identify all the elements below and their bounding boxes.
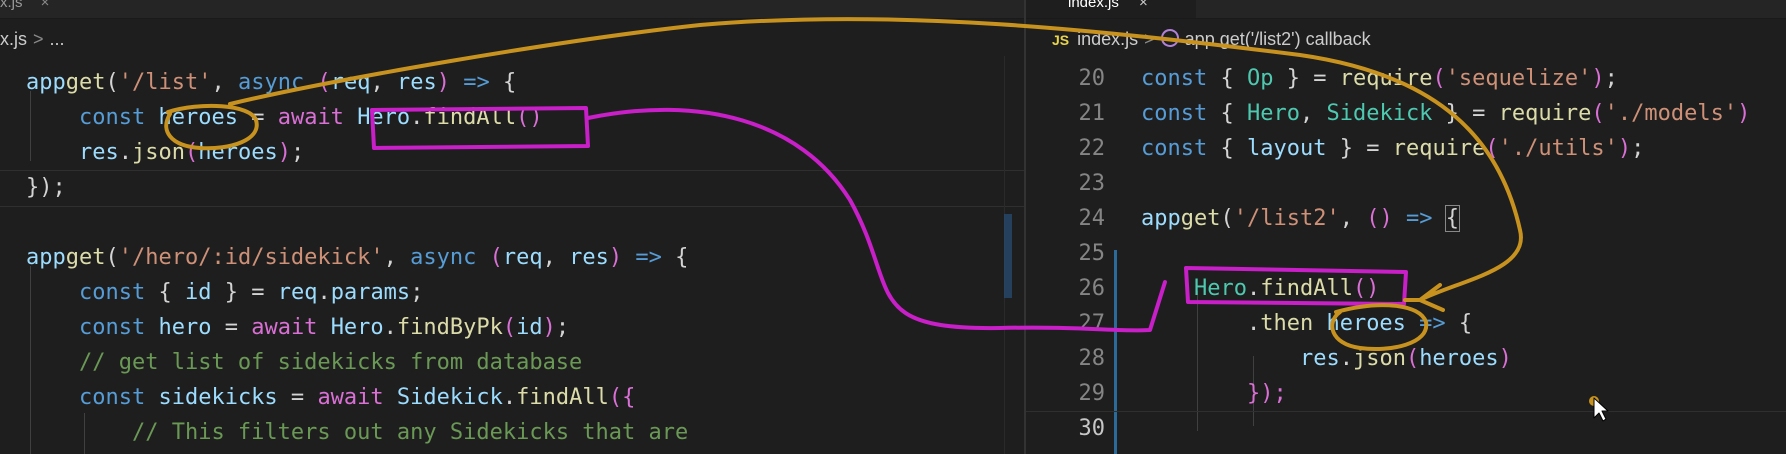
code-line: 20 const { Op } = require('sequelize'); xyxy=(1078,66,1618,91)
code-line: }); xyxy=(26,175,66,200)
js-file-icon: JS xyxy=(1052,32,1070,48)
code-line: 26 Hero.findAll() xyxy=(1078,276,1380,301)
code-line: appget('/list', async (req, res) => { xyxy=(26,70,517,95)
breadcrumb: JS index.js > app.get('/list2') callback xyxy=(1052,22,1371,56)
code-line: // This filters out any Sidekicks that a… xyxy=(131,420,689,445)
code-line: 28 res.json(heroes) xyxy=(1078,346,1512,371)
code-line: const hero = await Hero.findByPk(id); xyxy=(78,315,570,340)
breadcrumb-rest[interactable]: ... xyxy=(49,29,65,49)
breadcrumb-file[interactable]: x.js xyxy=(0,29,27,49)
gutter-modified-indicator xyxy=(1114,250,1117,454)
code-line: const sidekicks = await Sidekick.findAll… xyxy=(78,385,636,410)
left-code-area[interactable]: appget('/list', async (req, res) => { co… xyxy=(0,56,1024,454)
left-tab-bar: x.js × xyxy=(0,0,1024,19)
scrollbar-thumb[interactable] xyxy=(1004,214,1012,298)
close-icon[interactable]: × xyxy=(1139,0,1148,11)
tab-right-label: index.js xyxy=(1068,0,1119,11)
breadcrumb-symbol[interactable]: app.get('/list2') callback xyxy=(1184,29,1371,49)
left-editor-pane: x.js × x.js >... appget('/list', async (r… xyxy=(0,0,1024,454)
close-icon[interactable]: × xyxy=(40,0,50,11)
breadcrumb-file[interactable]: index.js xyxy=(1077,29,1139,49)
code-line: const { id } = req.params; xyxy=(78,280,424,305)
tab-left-file[interactable]: x.js × xyxy=(0,0,80,18)
breadcrumb-separator: > xyxy=(1144,29,1155,49)
tab-index-js[interactable]: index.js × xyxy=(1026,0,1196,18)
right-tab-bar: index.js × xyxy=(1026,0,1786,19)
right-code-area[interactable]: 20 const { Op } = require('sequelize'); 2… xyxy=(1026,56,1786,454)
code-line: // get list of sidekicks from database xyxy=(78,350,583,375)
code-line: 23 xyxy=(1078,171,1106,196)
code-line: 22 const { layout } = require('./utils'); xyxy=(1078,136,1645,161)
code-line: 27 .then heroes => { xyxy=(1078,311,1473,336)
code-line: 25 xyxy=(1078,241,1106,266)
code-line: 24 appget('/list2', () => { xyxy=(1078,205,1460,232)
breadcrumb: x.js >... xyxy=(0,22,65,56)
breadcrumb-separator: > xyxy=(33,29,44,49)
code-line: 29 }); xyxy=(1078,381,1287,406)
code-line: 30 xyxy=(1078,416,1106,441)
right-editor-pane: index.js × JS index.js > app.get('/list2') … xyxy=(1026,0,1786,454)
symbol-method-icon xyxy=(1157,25,1182,51)
tab-left-label: x.js xyxy=(0,0,23,11)
code-line: 21 const { Hero, Sidekick } = require('./… xyxy=(1078,101,1751,126)
code-line: appget('/hero/:id/sidekick', async (req,… xyxy=(26,245,689,270)
code-line: const heroes = await Hero.findAll() xyxy=(78,105,543,130)
code-line: res.json(heroes); xyxy=(78,140,305,165)
